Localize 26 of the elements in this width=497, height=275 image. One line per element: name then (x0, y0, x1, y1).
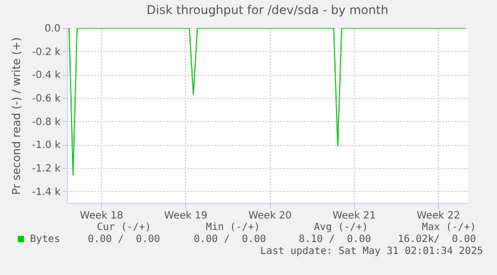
x-tick-label: Week 22 (416, 210, 460, 222)
text: Min (-/+) (206, 222, 260, 233)
y-tick-label: -1.2 k (32, 164, 61, 174)
text: Avg (-/+) (314, 222, 368, 233)
x-tick-label: Week 20 (248, 210, 292, 222)
y-tick-label: -0.6 k (32, 94, 61, 104)
x-tick-label: Week 21 (332, 210, 376, 222)
text: Cur (-/+) (96, 222, 151, 233)
y-tick-label: -0.8 k (32, 116, 61, 128)
text: Last update: Sat May 31 02:01:34 2025 (260, 246, 483, 257)
text: 16.02k/ 0.00 (398, 234, 476, 245)
y-axis-title: Pr second read (-) / write (+) (10, 37, 24, 195)
legend-label: Bytes (30, 234, 60, 245)
y-tick-label: 0.0 (44, 24, 60, 34)
text: 8.10 / 0.00 (298, 234, 371, 245)
y-tick-label: -0.2 k (32, 46, 61, 58)
y-tick-label: -1.4 k (32, 186, 61, 198)
x-tick-label: Week 18 (80, 210, 124, 222)
line-series (68, 28, 466, 176)
chart-title: Disk throughput for /dev/sda - by month (146, 3, 388, 17)
x-tick-label: Week 19 (164, 210, 208, 222)
text: Max (-/+) (422, 222, 476, 233)
y-tick-label: -1.0 k (32, 140, 61, 152)
text: 0.00 / 0.00 (194, 234, 266, 245)
y-tick-label: -0.4 k (32, 70, 61, 82)
text: 0.00 / 0.00 (88, 234, 160, 245)
